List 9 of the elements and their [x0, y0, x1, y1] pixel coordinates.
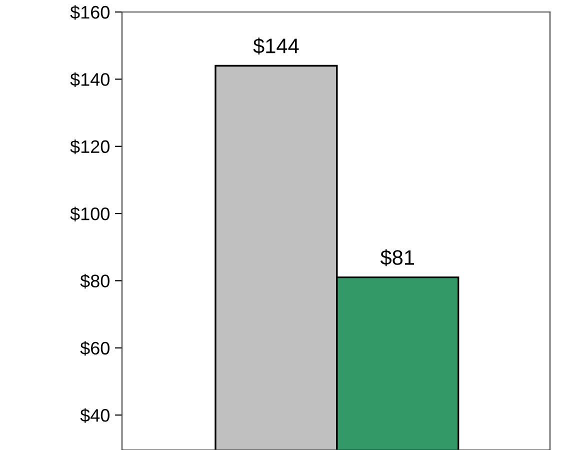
y-tick-label: $120	[70, 140, 110, 154]
data-label: $81	[380, 249, 414, 266]
y-tick-label: $160	[70, 5, 110, 20]
data-label: $144	[253, 38, 299, 55]
y-tick-label: $40	[80, 408, 110, 423]
y-tick-label: $100	[70, 206, 110, 222]
y-tick-label: $60	[80, 341, 110, 356]
y-tick-label: $140	[70, 72, 110, 87]
y-tick-label: $80	[80, 274, 110, 289]
